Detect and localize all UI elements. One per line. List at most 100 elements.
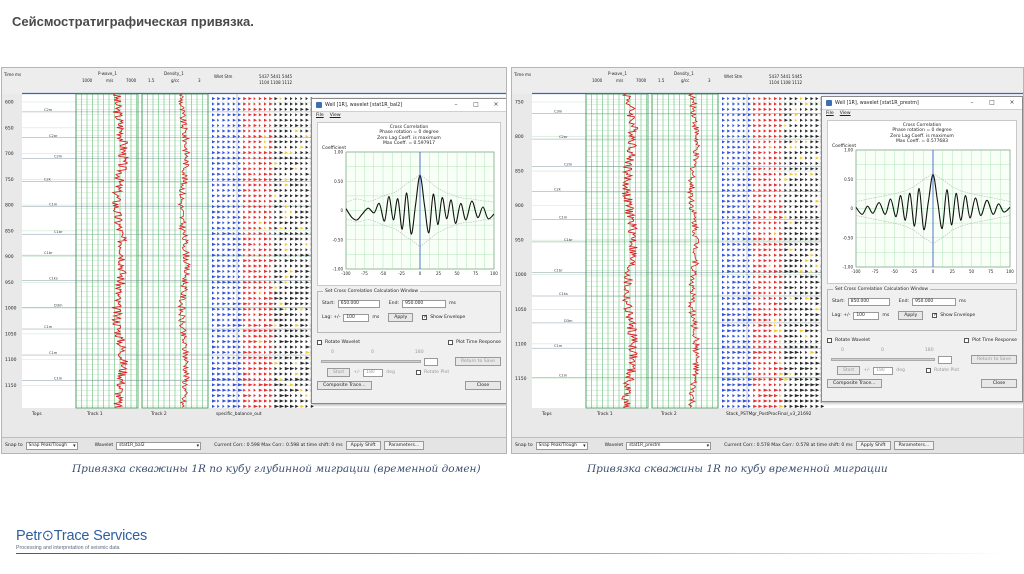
seismic-wiggle	[748, 269, 751, 273]
step-input[interactable]: 180	[873, 366, 894, 375]
seismic-wiggle	[274, 237, 278, 241]
seismic-wiggle	[722, 205, 725, 209]
seismic-wiggle	[727, 313, 732, 317]
start-input[interactable]: 850.000	[847, 297, 890, 306]
seismic-wiggle	[784, 269, 789, 273]
start-input[interactable]: 650.000	[337, 299, 380, 308]
seismic-wiggle	[737, 269, 740, 273]
seismic-wiggle	[300, 340, 304, 344]
seismic-wiggle	[295, 259, 298, 263]
return-to-save-button[interactable]: Return to Save	[454, 357, 501, 366]
show-envelope-checkbox[interactable]	[932, 312, 937, 318]
rotation-start-button[interactable]: Start	[327, 368, 351, 377]
menu-file[interactable]: File	[826, 111, 834, 116]
rotate-plot-checkbox[interactable]	[925, 368, 931, 373]
close-button[interactable]: Close	[465, 381, 501, 390]
seismic-wiggle	[222, 221, 225, 225]
plot-time-response-checkbox[interactable]	[964, 338, 970, 343]
close-icon[interactable]: ×	[1009, 99, 1015, 106]
seismic-wiggle	[243, 210, 246, 214]
wavelet-select[interactable]: stat1R_bal2	[116, 441, 202, 450]
seismic-wiggle	[232, 248, 236, 252]
snap-select[interactable]: Snap Peak/Trough	[535, 441, 588, 450]
seismic-wiggle	[732, 129, 736, 133]
seismic-wiggle	[732, 161, 735, 165]
seismic-wiggle	[284, 253, 288, 257]
maximize-icon[interactable]: □	[989, 99, 995, 106]
snap-select[interactable]: Snap Peak/Trough	[25, 441, 78, 450]
rotate-wavelet-checkbox[interactable]	[317, 340, 322, 345]
seismic-wiggle	[305, 221, 309, 225]
seismic-wiggle	[264, 205, 267, 209]
rotate-plot-checkbox[interactable]	[415, 370, 421, 375]
seismic-wiggle	[258, 188, 261, 192]
seismic-wiggle	[238, 253, 243, 257]
seismic-wiggle	[784, 334, 789, 338]
seismic-wiggle	[748, 372, 753, 376]
seismic-wiggle	[227, 302, 231, 306]
top-label: C2k	[44, 178, 52, 182]
seismic-wiggle	[248, 226, 253, 230]
return-to-save-button[interactable]: Return to Save	[970, 355, 1017, 364]
menu-view[interactable]: View	[329, 113, 341, 118]
seismic-wiggle	[274, 248, 278, 252]
seismic-wiggle	[810, 269, 813, 273]
parameters-button[interactable]: Parameters...	[893, 441, 935, 450]
end-input[interactable]: 950.000	[402, 299, 447, 308]
seismic-wiggle	[805, 372, 808, 376]
seismic-wiggle	[768, 167, 772, 171]
seismic-wiggle	[758, 291, 763, 295]
menu-file[interactable]: File	[316, 113, 324, 118]
plot-time-response-checkbox[interactable]	[448, 340, 454, 345]
rotation-start-button[interactable]: Start	[837, 366, 861, 375]
seismic-wiggle	[815, 102, 819, 106]
seismic-wiggle	[253, 269, 258, 273]
seismic-wiggle	[279, 113, 283, 117]
seismic-wiggle	[258, 313, 263, 317]
seismic-wiggle	[742, 275, 745, 279]
rotation-slider[interactable]	[831, 358, 935, 361]
time-tick-label: 650	[5, 125, 14, 131]
seismic-wiggle	[243, 302, 248, 306]
composite-trace-button[interactable]: Composite Trace...	[827, 379, 882, 388]
maximize-icon[interactable]: □	[473, 101, 479, 108]
menu-view[interactable]: View	[839, 111, 851, 116]
rotation-slider[interactable]	[321, 360, 421, 363]
step-input[interactable]: 180	[363, 368, 384, 377]
seismic-wiggle	[794, 242, 799, 247]
seismic-wiggle	[800, 383, 805, 387]
seismic-wiggle	[279, 210, 283, 214]
apply-shift-button[interactable]: Apply Shift	[345, 441, 381, 450]
seismic-wiggle	[805, 237, 809, 241]
close-button[interactable]: Close	[981, 379, 1017, 388]
time-tick-label: 1100	[515, 341, 527, 347]
minimize-icon[interactable]: –	[970, 99, 974, 106]
lag-input[interactable]: 100	[343, 313, 370, 322]
parameters-button[interactable]: Parameters...	[383, 441, 425, 450]
rotation-input[interactable]	[938, 355, 952, 364]
rotation-input[interactable]	[424, 357, 438, 366]
seismic-wiggle	[300, 102, 304, 106]
trace-header-bottom: 1104 1108 1112	[769, 80, 803, 85]
seismic-wiggle	[732, 221, 735, 225]
lag-input[interactable]: 100	[853, 311, 880, 320]
composite-trace-button[interactable]: Composite Trace...	[317, 381, 372, 390]
top-label: C1br	[564, 238, 573, 242]
show-envelope-checkbox[interactable]	[422, 314, 427, 320]
seismic-wiggle	[815, 226, 819, 230]
seismic-wiggle	[243, 367, 246, 371]
seismic-wiggle	[810, 188, 814, 192]
wavelet-select[interactable]: stat1R_prestm	[626, 441, 712, 450]
minimize-icon[interactable]: –	[454, 101, 458, 108]
apply-button[interactable]: Apply	[898, 311, 924, 320]
close-icon[interactable]: ×	[493, 101, 499, 108]
apply-button[interactable]: Apply	[388, 313, 414, 322]
seismic-wiggle	[274, 275, 279, 279]
seismic-wiggle	[305, 102, 308, 106]
seismic-wiggle	[784, 388, 788, 392]
seismic-wiggle	[784, 399, 790, 403]
end-input[interactable]: 950.000	[912, 297, 957, 306]
seismic-wiggle	[779, 226, 782, 230]
rotate-wavelet-checkbox[interactable]	[827, 338, 832, 343]
apply-shift-button[interactable]: Apply Shift	[855, 441, 891, 450]
